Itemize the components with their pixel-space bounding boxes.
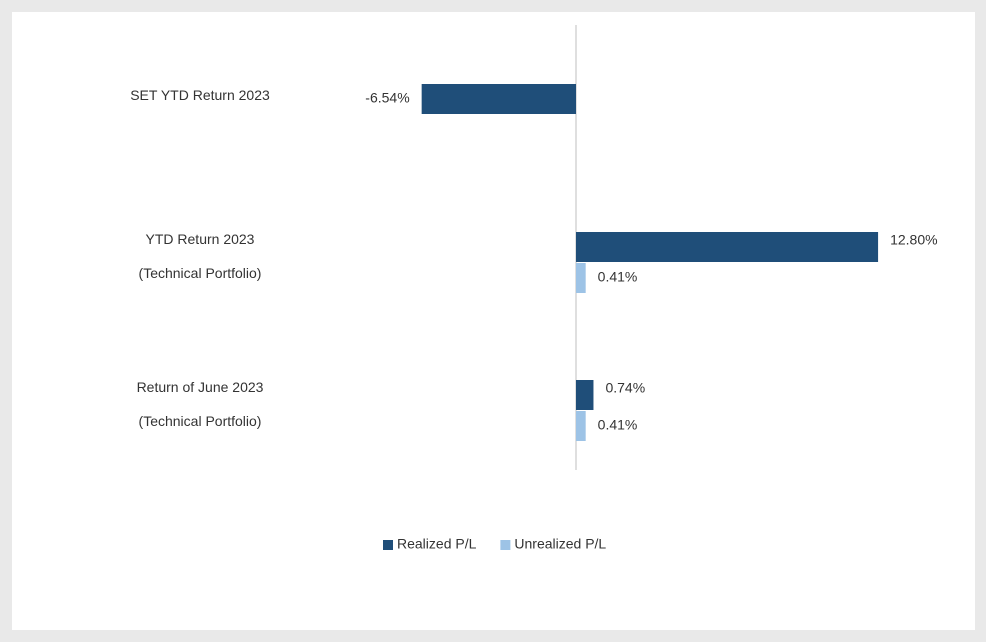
value-label: 0.41% xyxy=(598,269,638,285)
legend-swatch xyxy=(500,540,511,550)
value-label: 0.41% xyxy=(598,417,638,433)
category-label: SET YTD Return 2023 xyxy=(130,87,270,103)
value-label: 0.74% xyxy=(605,380,645,396)
value-label: -6.54% xyxy=(365,90,409,106)
bar xyxy=(576,411,586,441)
legend-swatch xyxy=(383,540,393,550)
category-label: Return of June 2023 (Technical Portfolio) xyxy=(137,379,264,429)
bar xyxy=(576,380,594,410)
bar xyxy=(421,84,576,114)
value-label: 12.80% xyxy=(890,232,937,248)
legend-label: Unrealized P/L xyxy=(514,536,606,552)
category-label: YTD Return 2023 (Technical Portfolio) xyxy=(139,231,262,281)
bar xyxy=(576,232,879,262)
legend-label: Realized P/L xyxy=(397,536,477,552)
bar xyxy=(576,263,586,293)
chart-area xyxy=(12,12,975,630)
